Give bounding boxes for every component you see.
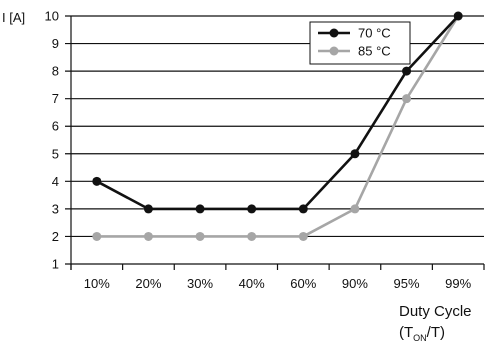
data-point-s1-6 bbox=[402, 94, 412, 104]
x-tick-labels: 10% 20% 30% 40% 60% 90% 95% 99% bbox=[84, 276, 472, 291]
y-tick-label-9: 9 bbox=[52, 36, 59, 51]
x-tick-label-2: 30% bbox=[187, 276, 213, 291]
y-tick-labels: 1 2 3 4 5 6 7 8 9 10 bbox=[45, 9, 59, 272]
y-axis-label: I [A] bbox=[2, 10, 25, 25]
y-tick-label-3: 3 bbox=[52, 201, 59, 216]
data-point-s1-2 bbox=[195, 231, 205, 241]
legend-marker-0 bbox=[329, 28, 339, 38]
data-point-s1-3 bbox=[247, 231, 257, 241]
data-point-s1-0 bbox=[92, 231, 102, 241]
y-tick-label-10: 10 bbox=[45, 9, 59, 24]
x-axis-label-line2: (TON/T) bbox=[399, 324, 445, 343]
data-point-s0-2 bbox=[195, 204, 205, 214]
legend-label-0: 70 °C bbox=[358, 26, 391, 41]
data-point-s0-5 bbox=[350, 149, 360, 159]
y-tick-label-6: 6 bbox=[52, 119, 59, 134]
data-point-s0-3 bbox=[247, 204, 257, 214]
x-tick-label-0: 10% bbox=[84, 276, 110, 291]
data-point-s1-1 bbox=[143, 231, 153, 241]
y-tick-label-8: 8 bbox=[52, 64, 59, 79]
gridlines bbox=[65, 15, 484, 265]
series-line-0 bbox=[96, 15, 460, 211]
axes bbox=[70, 16, 485, 270]
legend-label-1: 85 °C bbox=[358, 44, 391, 59]
y-tick-label-1: 1 bbox=[52, 257, 59, 272]
y-tick-label-7: 7 bbox=[52, 91, 59, 106]
data-point-s1-5 bbox=[350, 204, 360, 214]
legend: 70 °C 85 °C bbox=[309, 21, 411, 65]
data-point-s0-7 bbox=[453, 11, 463, 21]
data-point-s0-6 bbox=[402, 66, 412, 76]
legend-marker-1 bbox=[329, 46, 339, 56]
data-point-s0-1 bbox=[143, 204, 153, 214]
series bbox=[92, 11, 463, 241]
x-tick-label-6: 95% bbox=[394, 276, 420, 291]
series-1 bbox=[92, 11, 463, 241]
x-tick-label-5: 90% bbox=[342, 276, 368, 291]
y-tick-label-2: 2 bbox=[52, 229, 59, 244]
series-0 bbox=[92, 11, 463, 214]
legend-box bbox=[309, 21, 411, 65]
data-point-s0-0 bbox=[92, 176, 102, 186]
data-point-s0-4 bbox=[298, 204, 308, 214]
x-axis-label-line1: Duty Cycle bbox=[399, 303, 472, 320]
data-point-s1-4 bbox=[298, 231, 308, 241]
y-tick-label-4: 4 bbox=[52, 174, 59, 189]
series-line-1 bbox=[96, 15, 460, 238]
y-tick-label-5: 5 bbox=[52, 146, 59, 161]
x-tick-label-1: 20% bbox=[135, 276, 161, 291]
x-axis-label: Duty Cycle (TON/T) bbox=[399, 303, 472, 343]
x-tick-label-3: 40% bbox=[239, 276, 265, 291]
x-tick-label-7: 99% bbox=[445, 276, 471, 291]
x-tick-label-4: 60% bbox=[290, 276, 316, 291]
